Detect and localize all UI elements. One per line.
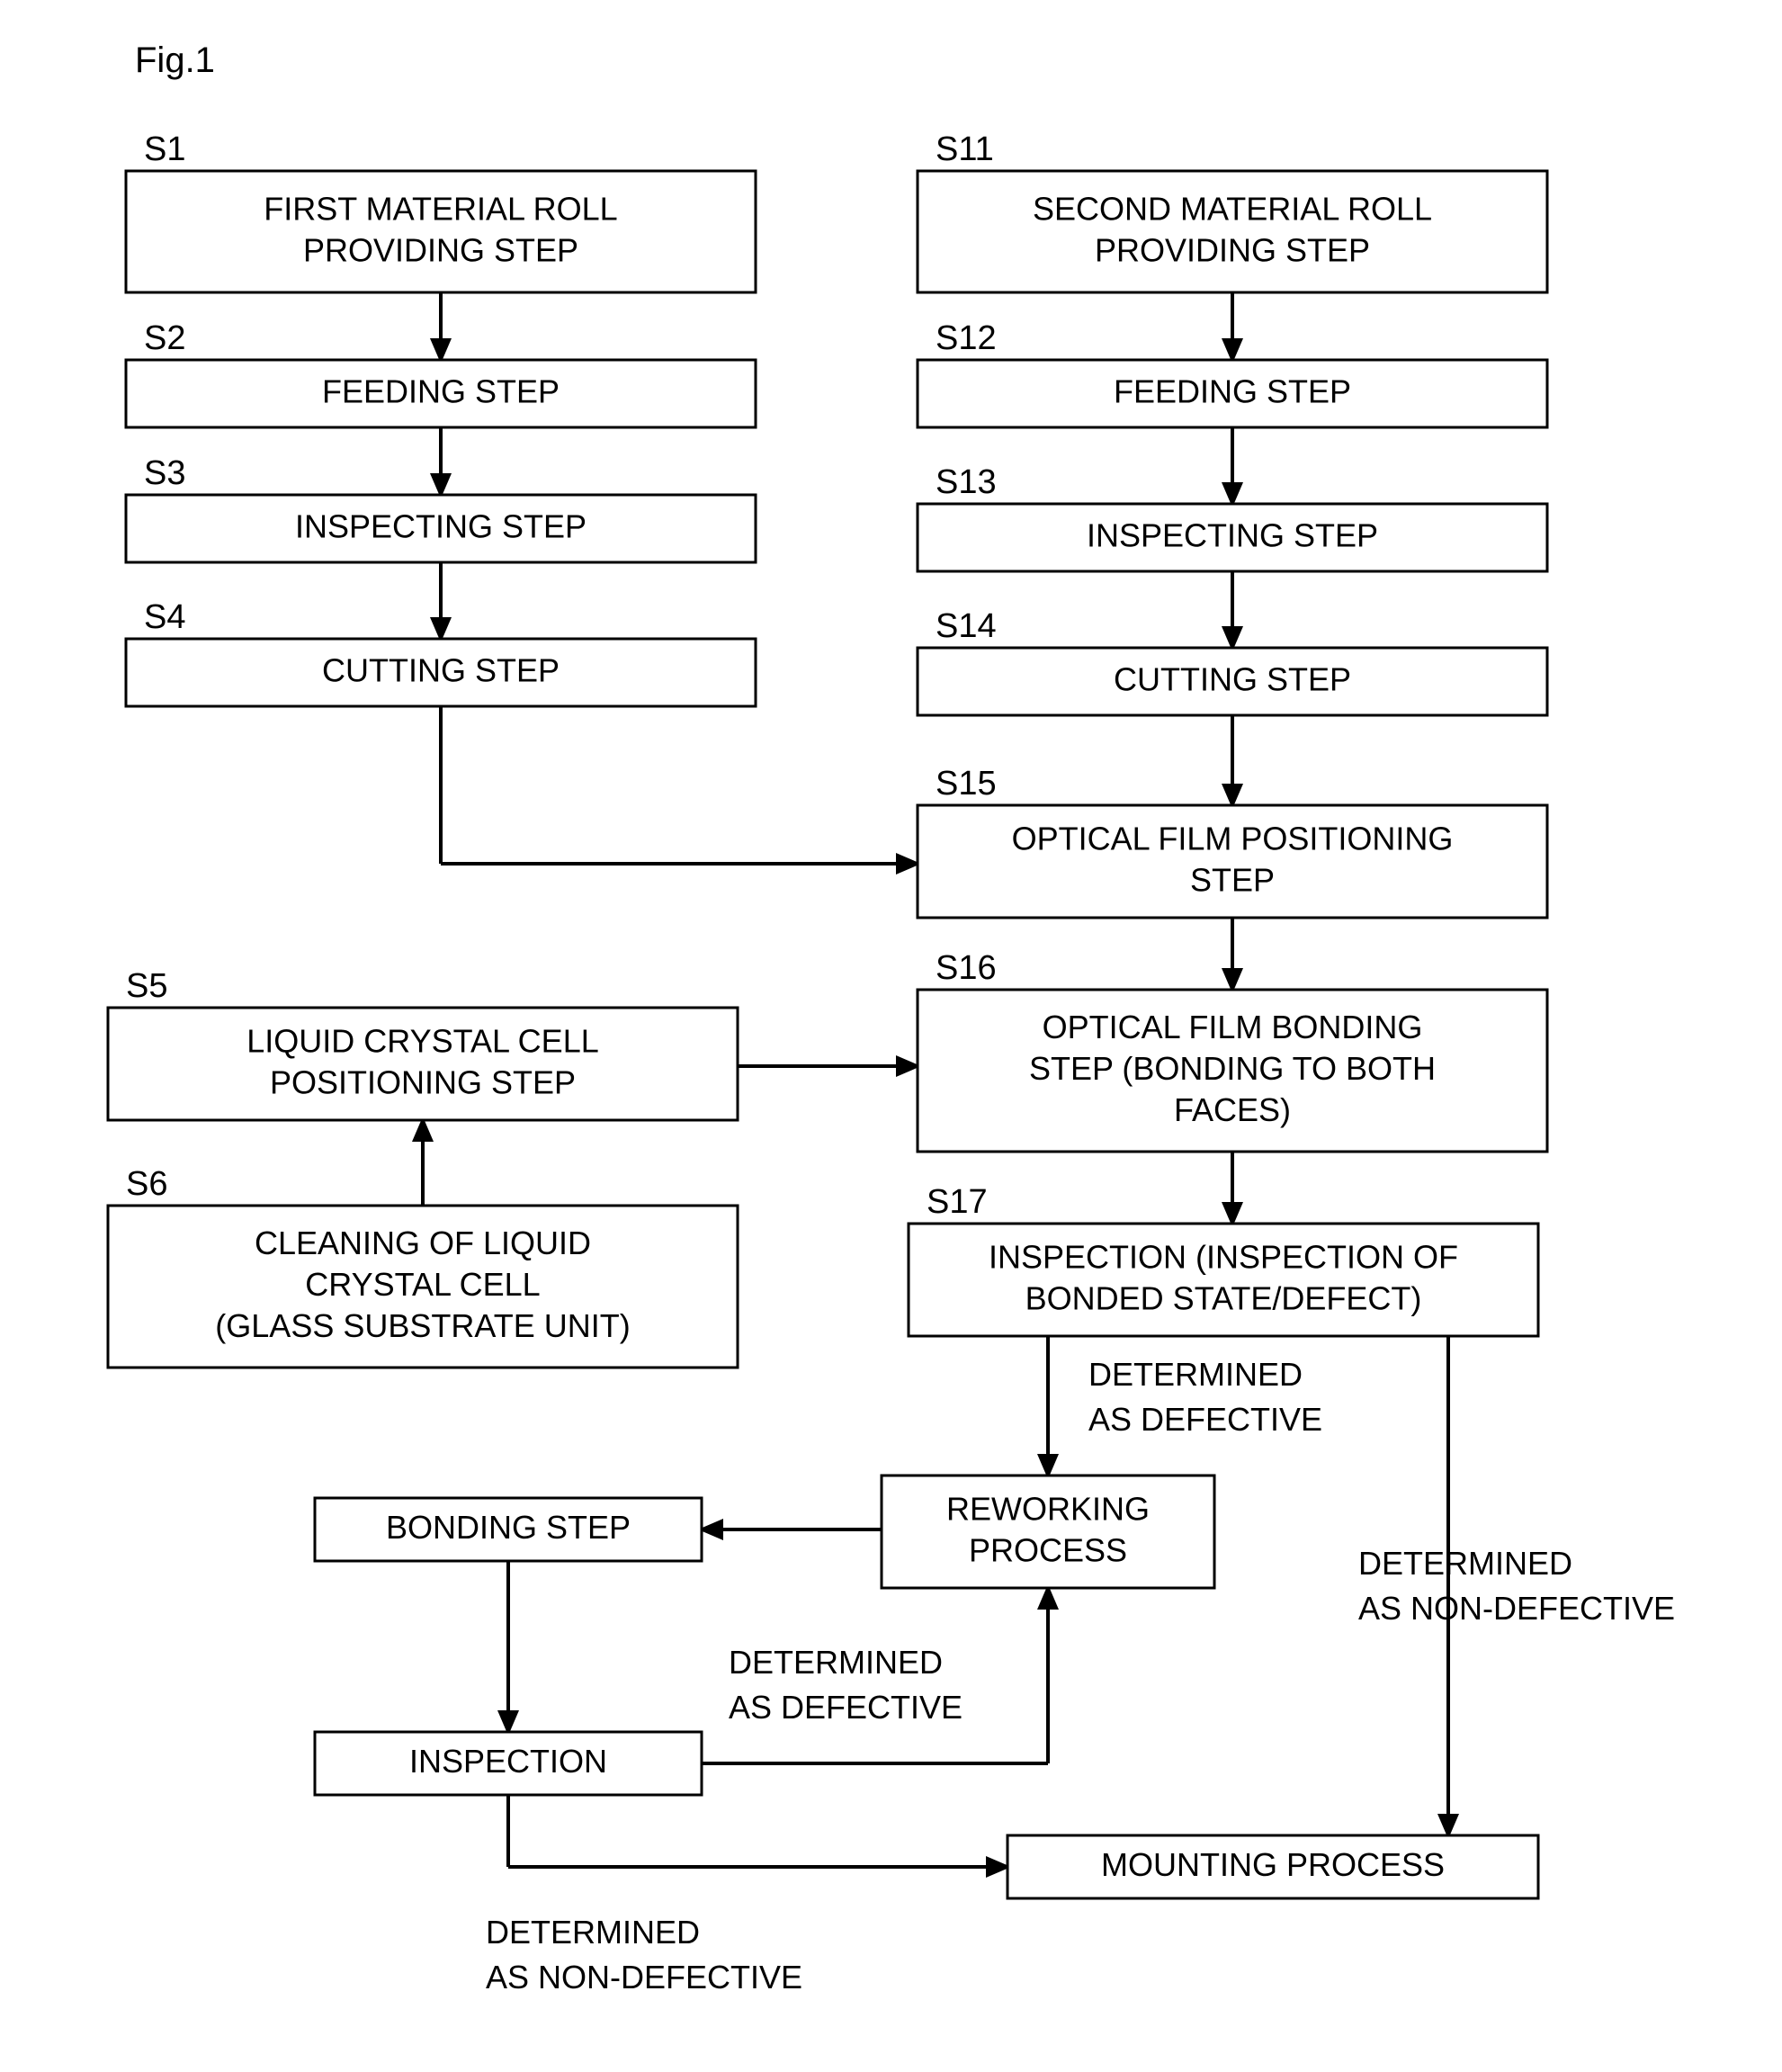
node-text: PROCESS [969, 1532, 1127, 1569]
edge-label: DETERMINED [1088, 1356, 1303, 1393]
node-S11: S11 SECOND MATERIAL ROLL PROVIDING STEP [918, 130, 1547, 292]
step-label: S13 [936, 463, 997, 501]
node-S17: S17INSPECTION (INSPECTION OF BONDED STATE… [909, 1183, 1538, 1336]
edge-label: DETERMINED [729, 1644, 943, 1681]
node-text: INSPECTING STEP [1087, 517, 1378, 554]
step-label: S12 [936, 319, 997, 357]
node-text: BONDING STEP [386, 1509, 631, 1546]
node-text: LIQUID CRYSTAL CELL [246, 1023, 598, 1060]
edge-label: AS NON-DEFECTIVE [486, 1959, 802, 1996]
node-text: (GLASS SUBSTRATE UNIT) [215, 1307, 630, 1344]
step-label: S3 [144, 454, 185, 492]
step-label: S16 [936, 949, 997, 987]
edge-label: AS DEFECTIVE [729, 1689, 963, 1726]
node-text: CUTTING STEP [1114, 661, 1351, 698]
node-text: FIRST MATERIAL ROLL [264, 191, 617, 228]
step-label: S2 [144, 319, 185, 357]
node-text: BONDED STATE/DEFECT) [1025, 1280, 1422, 1317]
node-S1: S1 FIRST MATERIAL ROLL PROVIDING STEP [126, 130, 756, 292]
node-text: INSPECTION (INSPECTION OF [989, 1239, 1458, 1276]
node-text: CLEANING OF LIQUID [255, 1224, 591, 1261]
step-label: S5 [126, 967, 167, 1005]
node-text: FACES) [1174, 1091, 1291, 1128]
node-text: INSPECTING STEP [295, 508, 587, 545]
node-text: SECOND MATERIAL ROLL [1033, 191, 1432, 228]
step-label: S14 [936, 607, 997, 645]
node-text: INSPECTION [409, 1743, 607, 1780]
edge-label: AS DEFECTIVE [1088, 1401, 1322, 1438]
nodes-group: S1 FIRST MATERIAL ROLL PROVIDING STEP S2 FEE… [108, 130, 1547, 1898]
step-label: S1 [144, 130, 185, 168]
step-label: S17 [927, 1183, 988, 1221]
node-text: PROVIDING STEP [303, 232, 578, 269]
node-RW: REWORKING PROCESS [882, 1476, 1214, 1588]
node-text: FEEDING STEP [1114, 373, 1351, 410]
node-text: OPTICAL FILM BONDING [1043, 1009, 1423, 1045]
node-text: PROVIDING STEP [1095, 232, 1370, 269]
figure-label: Fig.1 [135, 40, 215, 80]
node-INSP: INSPECTION [315, 1732, 702, 1795]
step-label: S11 [936, 130, 994, 168]
flowchart-canvas: DETERMINED AS DEFECTIVE DETERMINED AS DEFEC… [0, 0, 1782, 2072]
edge-label: DETERMINED [486, 1914, 700, 1951]
step-label: S15 [936, 765, 997, 803]
node-text: MOUNTING PROCESS [1101, 1846, 1445, 1883]
node-BOND: BONDING STEP [315, 1498, 702, 1561]
node-text: REWORKING [946, 1491, 1150, 1528]
node-text: CUTTING STEP [322, 652, 560, 689]
node-text: STEP [1190, 862, 1275, 899]
node-text: FEEDING STEP [322, 373, 560, 410]
node-MOUNT: MOUNTING PROCESS [1007, 1835, 1538, 1898]
step-label: S4 [144, 598, 185, 636]
edge-label: AS NON-DEFECTIVE [1358, 1590, 1675, 1627]
step-label: S6 [126, 1165, 167, 1203]
node-S5: S5 LIQUID CRYSTAL CELL POSITIONING STEP [108, 967, 738, 1120]
node-text: STEP (BONDING TO BOTH [1029, 1050, 1436, 1087]
edge-label: DETERMINED [1358, 1545, 1572, 1582]
node-text: OPTICAL FILM POSITIONING [1012, 821, 1454, 857]
node-text: POSITIONING STEP [270, 1064, 576, 1101]
node-text: CRYSTAL CELL [305, 1266, 540, 1303]
